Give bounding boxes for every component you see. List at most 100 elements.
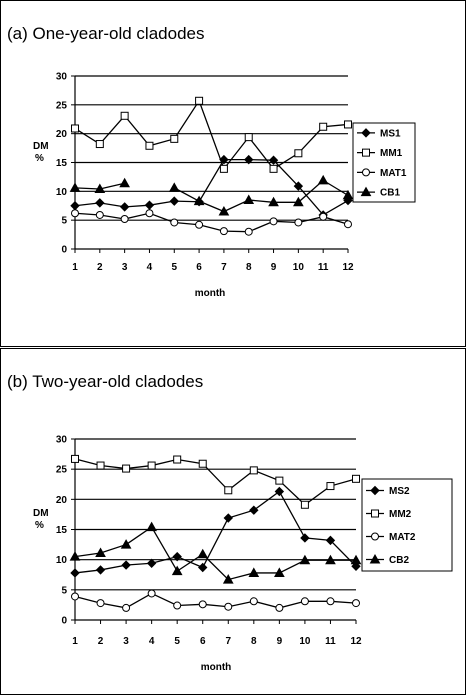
- x-tick-label: 3: [122, 262, 128, 273]
- legend-box: [361, 478, 453, 572]
- legend-label: CB2: [389, 555, 409, 566]
- x-tick-label: 8: [251, 636, 257, 647]
- data-point-MAT2: [352, 599, 360, 608]
- y-tick-label: 30: [56, 435, 68, 446]
- data-point-MS2: [198, 562, 208, 573]
- legend-label: MM1: [380, 148, 403, 159]
- legend-label: MAT1: [380, 168, 407, 179]
- x-tick-label: 1: [72, 262, 78, 273]
- data-point-MAT1: [195, 220, 204, 229]
- panel-b-ylabel-line2: %: [35, 520, 44, 531]
- data-point-MM2: [326, 482, 335, 491]
- data-point-MAT2: [198, 600, 207, 609]
- data-point-CB2: [325, 554, 336, 565]
- series-CB1: [69, 174, 354, 216]
- x-tick-label: 12: [350, 636, 362, 647]
- legend-label: CB1: [380, 188, 400, 199]
- x-tick-label: 11: [318, 262, 329, 273]
- x-tick-label: 1: [72, 636, 78, 647]
- data-point-MS2: [300, 533, 310, 543]
- x-tick-label: 4: [147, 262, 153, 273]
- legend-marker-CB1: [360, 186, 372, 197]
- x-tick-label: 3: [123, 636, 129, 647]
- x-tick-label: 6: [196, 262, 202, 273]
- data-point-MAT2: [71, 592, 79, 601]
- data-point-CB1: [218, 205, 230, 216]
- data-point-CB2: [146, 521, 157, 532]
- data-point-MM1: [95, 140, 104, 149]
- data-point-MS1: [268, 155, 279, 165]
- legend-marker-MS2: [370, 485, 380, 496]
- data-point-MM1: [120, 111, 129, 120]
- legend-item-CB2: CB2: [366, 553, 409, 566]
- x-tick-label: 10: [293, 262, 305, 273]
- data-point-CB2: [222, 574, 234, 584]
- data-point-MM1: [170, 134, 179, 143]
- data-point-MAT2: [249, 597, 258, 606]
- x-tick-label: 5: [174, 636, 180, 647]
- data-point-CB2: [69, 551, 81, 561]
- data-point-MAT2: [147, 589, 156, 598]
- data-point-MM2: [71, 454, 79, 463]
- data-point-CB1: [193, 195, 205, 206]
- data-point-CB1: [69, 182, 81, 192]
- panel-a-legend: MS1 MM1 MAT1 CB1: [352, 122, 416, 203]
- data-point-MS1: [70, 201, 80, 211]
- x-tick-label: 8: [246, 262, 252, 273]
- x-tick-label: 7: [225, 636, 231, 647]
- data-point-MM2: [173, 455, 182, 464]
- data-point-MAT2: [224, 602, 233, 611]
- data-point-MAT1: [145, 209, 154, 218]
- x-tick-label: 5: [171, 262, 177, 273]
- series-line-CB1: [173, 179, 349, 213]
- data-point-CB1: [243, 194, 255, 204]
- series-MAT1: [71, 209, 352, 236]
- y-tick-label: 10: [56, 187, 68, 198]
- series-MS2: [70, 486, 361, 578]
- data-point-CB1: [94, 183, 106, 194]
- legend-label: MM2: [389, 509, 412, 520]
- legend-item-MS1: MS1: [357, 128, 401, 139]
- legend-marker-MAT1: [362, 168, 370, 177]
- series-line-MAT2: [74, 592, 357, 609]
- data-point-MS1: [169, 196, 179, 206]
- data-point-MAT1: [319, 212, 328, 221]
- data-point-MS2: [325, 535, 336, 546]
- data-point-MM2: [198, 459, 207, 468]
- y-tick-label: 5: [61, 585, 67, 596]
- data-point-CB2: [197, 548, 209, 559]
- legend-marker-MS1: [361, 128, 371, 138]
- panel-a-frame: [0, 0, 466, 347]
- legend-item-MAT1: MAT1: [357, 168, 407, 179]
- legend-box: [352, 122, 416, 203]
- x-tick-label: 4: [149, 636, 155, 647]
- legend-item-MS2: MS2: [366, 485, 410, 497]
- data-point-CB2: [95, 547, 106, 558]
- data-point-MAT1: [95, 210, 104, 219]
- data-point-MM2: [147, 461, 156, 470]
- data-point-MAT2: [326, 597, 335, 606]
- data-point-MS2: [249, 505, 259, 515]
- data-point-CB2: [248, 567, 260, 577]
- panel-a-title: (a) One-year-old cladodes: [7, 24, 204, 43]
- y-tick-label: 20: [56, 495, 68, 506]
- panel-a-ylabel-line1: DM: [33, 141, 49, 152]
- legend-item-MAT2: MAT2: [366, 532, 416, 543]
- data-point-MAT1: [344, 220, 352, 229]
- data-point-MAT1: [120, 215, 129, 224]
- data-point-MM1: [195, 96, 204, 105]
- x-tick-label: 10: [299, 636, 311, 647]
- x-tick-label: 2: [98, 636, 104, 647]
- data-point-MM2: [352, 474, 360, 483]
- data-point-MAT1: [71, 209, 79, 218]
- panel-a-ylabel-line2: %: [35, 153, 44, 164]
- panel-a-xlabel: month: [195, 288, 226, 299]
- legend-marker-MM1: [362, 148, 370, 157]
- series-MAT2: [71, 589, 360, 612]
- data-point-MS1: [244, 154, 254, 165]
- data-point-CB1: [293, 196, 304, 207]
- y-tick-label: 10: [56, 555, 68, 566]
